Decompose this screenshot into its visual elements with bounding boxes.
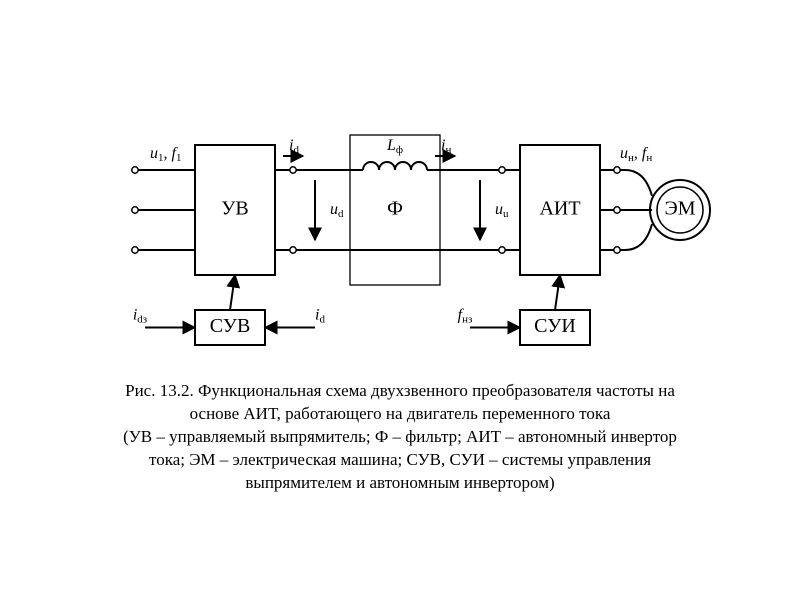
svg-text:Ф: Ф [387,198,403,220]
svg-text:СУВ: СУВ [210,315,251,337]
svg-text:СУИ: СУИ [534,315,576,337]
svg-text:id: id [289,137,299,156]
svg-text:id: id [315,306,325,325]
caption-line-1: Рис. 13.2. Функциональная схема двухзвен… [125,381,675,400]
svg-text:iн: iн [441,137,451,156]
svg-text:ud: ud [330,201,344,220]
figure-caption: Рис. 13.2. Функциональная схема двухзвен… [60,380,740,495]
svg-text:idз: idз [133,306,147,325]
caption-line-3: (УВ – управляемый выпрямитель; Ф – фильт… [123,427,677,446]
svg-text:ЭМ: ЭМ [665,198,696,220]
caption-line-4: тока; ЭМ – электрическая машина; СУВ, СУ… [149,450,651,469]
svg-text:АИТ: АИТ [539,198,580,220]
svg-text:uн, fн: uн, fн [620,145,652,164]
svg-text:Lф: Lф [386,137,403,156]
diagram-canvas: УВ Ф АИТ СУВ СУИ ЭМ u1, f1 id Lф iн uн, fн ud uu idз i… [0,0,800,600]
svg-text:uu: uu [495,201,509,220]
svg-text:УВ: УВ [221,198,249,220]
svg-text:u1, f1: u1, f1 [150,145,181,164]
caption-line-2: основе АИТ, работающего на двигатель пер… [190,404,611,423]
block-diagram: УВ Ф АИТ СУВ СУИ ЭМ u1, f1 id Lф iн uн, fн ud uu idз i… [0,0,800,380]
svg-text:fнз: fнз [458,306,473,325]
caption-line-5: выпрямителем и автономным инвертором) [245,473,554,492]
